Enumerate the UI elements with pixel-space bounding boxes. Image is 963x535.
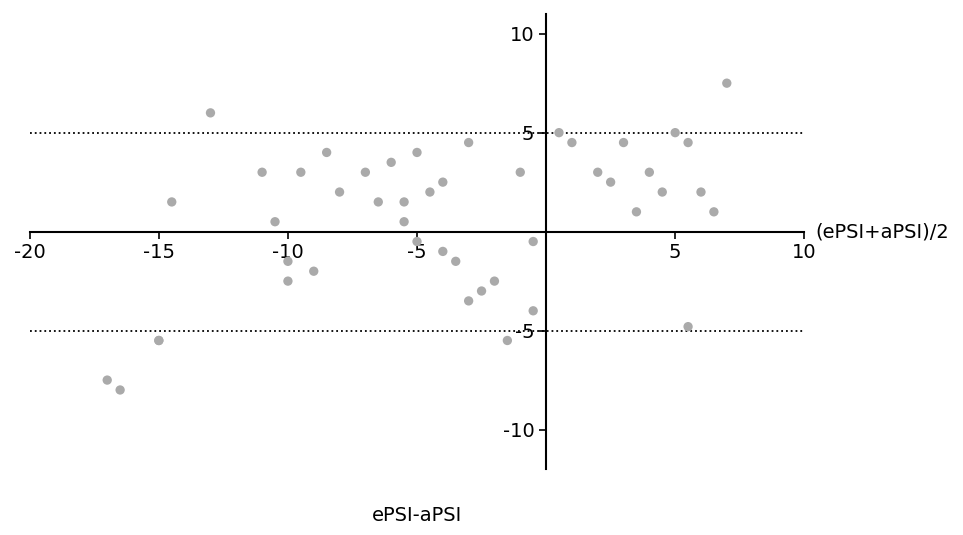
Point (306, 267, 322, 276)
Point (164, 197, 179, 206)
Point (397, 197, 412, 206)
Point (383, 158, 399, 166)
Point (280, 257, 296, 265)
Point (280, 277, 296, 285)
Point (474, 287, 489, 295)
Point (461, 138, 477, 147)
Point (681, 323, 696, 331)
Point (681, 138, 696, 147)
Point (641, 168, 657, 177)
Point (435, 247, 451, 256)
Point (629, 208, 644, 216)
Point (357, 168, 373, 177)
Point (319, 148, 334, 157)
Point (655, 188, 670, 196)
Point (512, 168, 528, 177)
Point (448, 257, 463, 265)
Point (151, 336, 167, 345)
Point (667, 128, 683, 137)
Point (526, 237, 541, 246)
Point (422, 188, 437, 196)
Point (371, 197, 386, 206)
Point (409, 237, 425, 246)
Point (409, 148, 425, 157)
Point (113, 386, 128, 394)
X-axis label: ePSI-aPSI: ePSI-aPSI (372, 506, 462, 525)
Point (268, 217, 283, 226)
Point (500, 336, 515, 345)
Point (486, 277, 502, 285)
Point (435, 178, 451, 186)
Point (461, 296, 477, 305)
Point (719, 79, 735, 87)
Point (706, 208, 721, 216)
Point (254, 168, 270, 177)
Point (603, 178, 618, 186)
Point (203, 109, 219, 117)
Point (332, 188, 348, 196)
Point (693, 188, 709, 196)
Point (151, 336, 167, 345)
Point (526, 307, 541, 315)
Point (564, 138, 580, 147)
Point (551, 128, 566, 137)
Text: (ePSI+aPSI)/2: (ePSI+aPSI)/2 (816, 222, 950, 241)
Point (293, 168, 308, 177)
Point (397, 217, 412, 226)
Point (99, 376, 115, 384)
Point (615, 138, 631, 147)
Point (590, 168, 606, 177)
